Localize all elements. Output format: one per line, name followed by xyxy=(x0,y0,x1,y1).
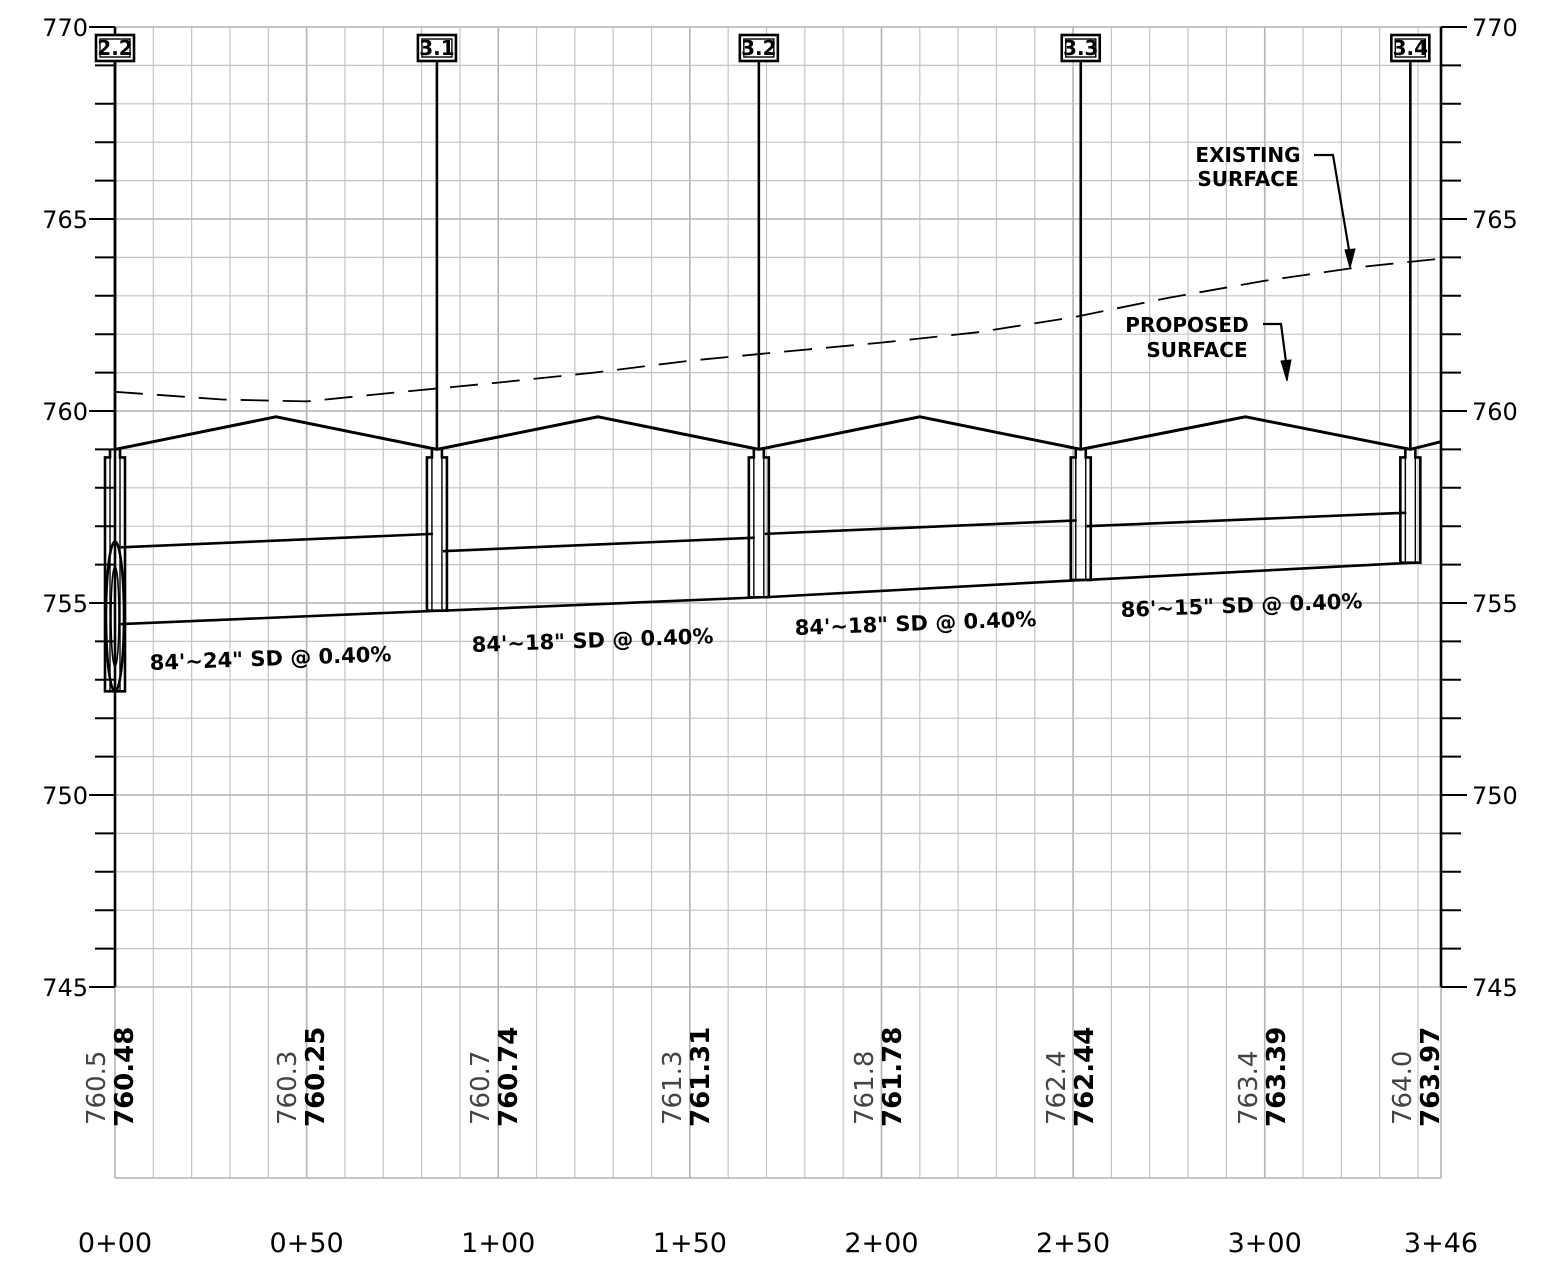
right-elevation-label: 750 xyxy=(1472,782,1518,810)
proposed-elevation: 763.97 xyxy=(1416,1027,1446,1127)
proposed-elevation: 760.25 xyxy=(301,1027,331,1127)
structure-body xyxy=(1069,449,1093,582)
proposed-leader-arrowhead xyxy=(1280,359,1292,382)
structure-body xyxy=(747,449,771,599)
structure-id-box-inner xyxy=(421,38,453,58)
right-elevation-label: 765 xyxy=(1472,206,1518,234)
pipe-crown-line xyxy=(1086,511,1407,528)
station-label: 1+00 xyxy=(461,1228,535,1259)
existing-elevation: 763.4 xyxy=(1234,1051,1264,1125)
pipe-crown-line xyxy=(120,532,433,549)
proposed-leader-line xyxy=(1263,322,1288,363)
labels: 84'~24" SD @ 0.40% 84'~18" SD @ 0.40% 84'~… xyxy=(82,143,1446,1127)
existing-elevation: 762.4 xyxy=(1042,1051,1072,1125)
station-label: 3+46 xyxy=(1404,1228,1478,1259)
profile-grid xyxy=(115,26,1441,988)
structure-id-tag: 3.1 xyxy=(416,33,458,63)
existing-surface-note: EXISTING xyxy=(1195,143,1300,167)
pipe-label: 84'~18" SD @ 0.40% xyxy=(471,624,713,657)
pipe-crown-line xyxy=(764,519,1077,536)
pipe-label: 84'~18" SD @ 0.40% xyxy=(794,607,1036,640)
existing-elevation: 761.8 xyxy=(850,1051,880,1125)
proposed-elevation: 763.39 xyxy=(1262,1027,1292,1127)
existing-surface-note: SURFACE xyxy=(1197,167,1298,191)
structure-id-tag: 3.4 xyxy=(1390,33,1431,63)
proposed-elevation: 760.74 xyxy=(494,1027,524,1127)
structure-id-tag: 3.3 xyxy=(1060,33,1102,63)
proposed-surface-note: SURFACE xyxy=(1146,338,1247,362)
structure-id-tag: 3.2 xyxy=(738,33,780,63)
right-elevation-label: 745 xyxy=(1472,974,1518,1002)
proposed-elevation: 761.78 xyxy=(878,1027,908,1127)
left-elevation-label: 760 xyxy=(42,398,88,426)
structure-id-tag: 2.2 xyxy=(94,33,136,63)
structure-id-box-inner xyxy=(743,38,775,58)
pipe-invert-line xyxy=(764,578,1083,599)
existing-leader-line xyxy=(1314,153,1351,251)
existing-elevation: 760.3 xyxy=(273,1051,303,1125)
existing-surface-line xyxy=(114,257,1442,403)
proposed-surface-note: PROPOSED xyxy=(1125,313,1248,337)
station-label: 0+00 xyxy=(78,1228,152,1259)
station-label: 3+00 xyxy=(1228,1228,1302,1259)
structure-id-label: 3.1 xyxy=(419,36,454,60)
existing-elevation: 760.5 xyxy=(82,1051,112,1125)
elevation-table-grid xyxy=(114,987,1442,1179)
station-label: 0+50 xyxy=(270,1228,344,1259)
left-elevation-label: 750 xyxy=(42,782,88,810)
left-elevation-label: 765 xyxy=(42,206,88,234)
station-label: 2+50 xyxy=(1036,1228,1110,1259)
structure-id-label: 3.2 xyxy=(741,36,776,60)
surfaces xyxy=(114,257,1442,451)
structure-body xyxy=(425,449,449,612)
pipe-invert-line xyxy=(1086,561,1413,582)
structure-id-label: 3.3 xyxy=(1063,36,1098,60)
existing-elevation: 764.0 xyxy=(1388,1051,1418,1125)
pipe-crown-line xyxy=(442,536,755,553)
structures: 2.2 3.1 3.2 3.3 3.4 xyxy=(94,33,1431,693)
left-elevation-label: 745 xyxy=(42,974,88,1002)
proposed-surface-line xyxy=(114,415,1442,451)
right-elevation-label: 755 xyxy=(1472,590,1518,618)
proposed-elevation: 760.48 xyxy=(110,1027,140,1127)
existing-elevation: 761.3 xyxy=(658,1051,688,1125)
structure-id-box-inner xyxy=(1065,38,1097,58)
station-label: 2+00 xyxy=(844,1228,918,1259)
outfall-pipe-inner xyxy=(110,565,120,668)
structure-id-label: 3.4 xyxy=(1393,36,1428,60)
outfall-pipe-ellipse xyxy=(104,540,126,693)
right-elevation-label: 760 xyxy=(1472,398,1518,426)
structure-id-box-inner xyxy=(1394,38,1427,58)
pipe-label: 86'~15" SD @ 0.40% xyxy=(1120,589,1362,622)
profile-axes: 770 765 760 755 750 745 770 765 760 755 750 745 0+00… xyxy=(42,14,1518,1259)
pipe-runs xyxy=(120,511,1413,626)
left-elevation-label: 770 xyxy=(42,14,88,42)
structure-id-label: 2.2 xyxy=(97,36,132,60)
left-elevation-label: 755 xyxy=(42,590,88,618)
structure-body xyxy=(1399,449,1422,564)
proposed-elevation: 761.31 xyxy=(686,1027,716,1127)
pipe-label: 84'~24" SD @ 0.40% xyxy=(149,642,391,675)
right-elevation-label: 770 xyxy=(1472,14,1518,42)
pipe-invert-line xyxy=(442,595,761,612)
existing-elevation: 760.7 xyxy=(466,1051,496,1125)
station-label: 1+50 xyxy=(653,1228,727,1259)
structure-id-box-inner xyxy=(99,38,131,58)
existing-leader-arrowhead xyxy=(1344,248,1356,270)
pipe-invert-line xyxy=(120,609,439,626)
proposed-elevation: 762.44 xyxy=(1070,1027,1100,1127)
